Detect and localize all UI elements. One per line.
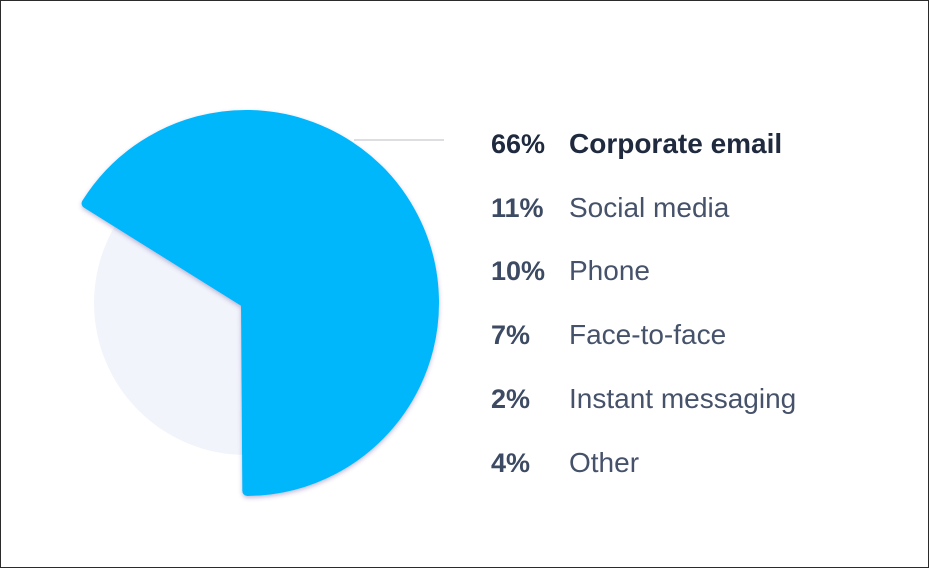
legend-label: Other [569,447,640,478]
legend-percent: 7% [491,319,531,350]
legend-percent: 10% [491,255,546,286]
legend-label: Face-to-face [569,319,727,350]
legend-percent: 11% [491,192,544,223]
legend-item-phone: 10% Phone [491,251,650,291]
legend-label: Corporate email [569,128,783,159]
legend-item-face-to-face: 7% Face-to-face [491,315,726,355]
legend-item-corporate-email: 66% Corporate email [491,124,782,164]
pie-slice-corporate-email [81,110,440,496]
legend-item-social-media: 11% Social media [491,188,729,228]
legend-label: Social media [569,192,730,223]
legend-item-other: 4% Other [491,443,639,483]
legend-label: Phone [569,255,650,286]
legend-percent: 2% [491,383,531,414]
legend-percent: 66% [491,128,546,159]
legend-percent: 4% [491,447,531,478]
legend-label: Instant messaging [569,383,797,414]
legend-item-instant-messaging: 2% Instant messaging [491,379,796,419]
